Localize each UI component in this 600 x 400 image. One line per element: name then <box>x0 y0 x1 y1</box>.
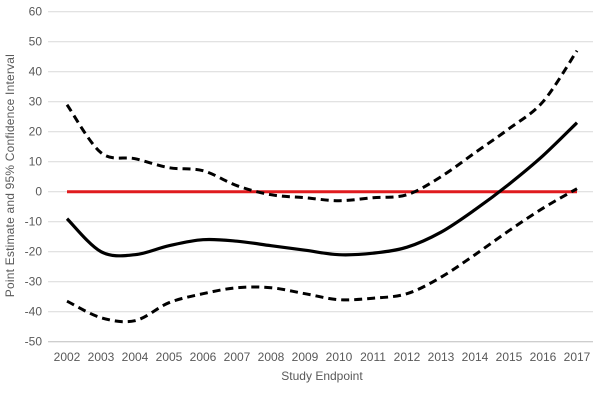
x-tick-label: 2011 <box>360 350 386 364</box>
x-tick-label: 2006 <box>190 350 217 364</box>
y-tick-label: 20 <box>29 125 43 139</box>
x-tick-label: 2015 <box>496 350 523 364</box>
x-tick-label: 2008 <box>258 350 285 364</box>
y-tick-label: -50 <box>25 335 43 349</box>
x-tick-label: 2002 <box>54 350 81 364</box>
x-tick-label: 2003 <box>88 350 115 364</box>
x-tick-label: 2013 <box>428 350 455 364</box>
y-tick-label: -10 <box>25 215 43 229</box>
x-tick-label: 2017 <box>564 350 591 364</box>
lower-95-ci-line <box>66 187 578 324</box>
x-tick-label: 2007 <box>224 350 251 364</box>
y-tick-label: -40 <box>25 305 43 319</box>
y-tick-label: 0 <box>35 185 42 199</box>
y-tick-label: -30 <box>25 275 43 289</box>
x-tick-label: 2005 <box>156 350 183 364</box>
x-tick-label: 2012 <box>394 350 421 364</box>
upper-95-ci-line <box>65 49 579 203</box>
y-axis-title: Point Estimate and 95% Confidence Interv… <box>3 54 17 298</box>
x-tick-label: 2014 <box>462 350 489 364</box>
y-tick-label: 10 <box>29 155 43 169</box>
x-tick-label: 2009 <box>292 350 319 364</box>
y-tick-label: 40 <box>29 65 43 79</box>
y-tick-label: 50 <box>29 35 43 49</box>
x-tick-label: 2010 <box>326 350 353 364</box>
y-tick-label: 60 <box>29 5 43 19</box>
y-tick-label: -20 <box>25 245 43 259</box>
x-axis-title: Study Endpoint <box>281 369 363 383</box>
y-tick-label: 30 <box>29 95 43 109</box>
y-axis-title-wrap: Point Estimate and 95% Confidence Interv… <box>0 6 20 346</box>
point-estimate-line <box>65 121 579 258</box>
x-tick-label: 2016 <box>530 350 557 364</box>
x-tick-label: 2004 <box>122 350 149 364</box>
